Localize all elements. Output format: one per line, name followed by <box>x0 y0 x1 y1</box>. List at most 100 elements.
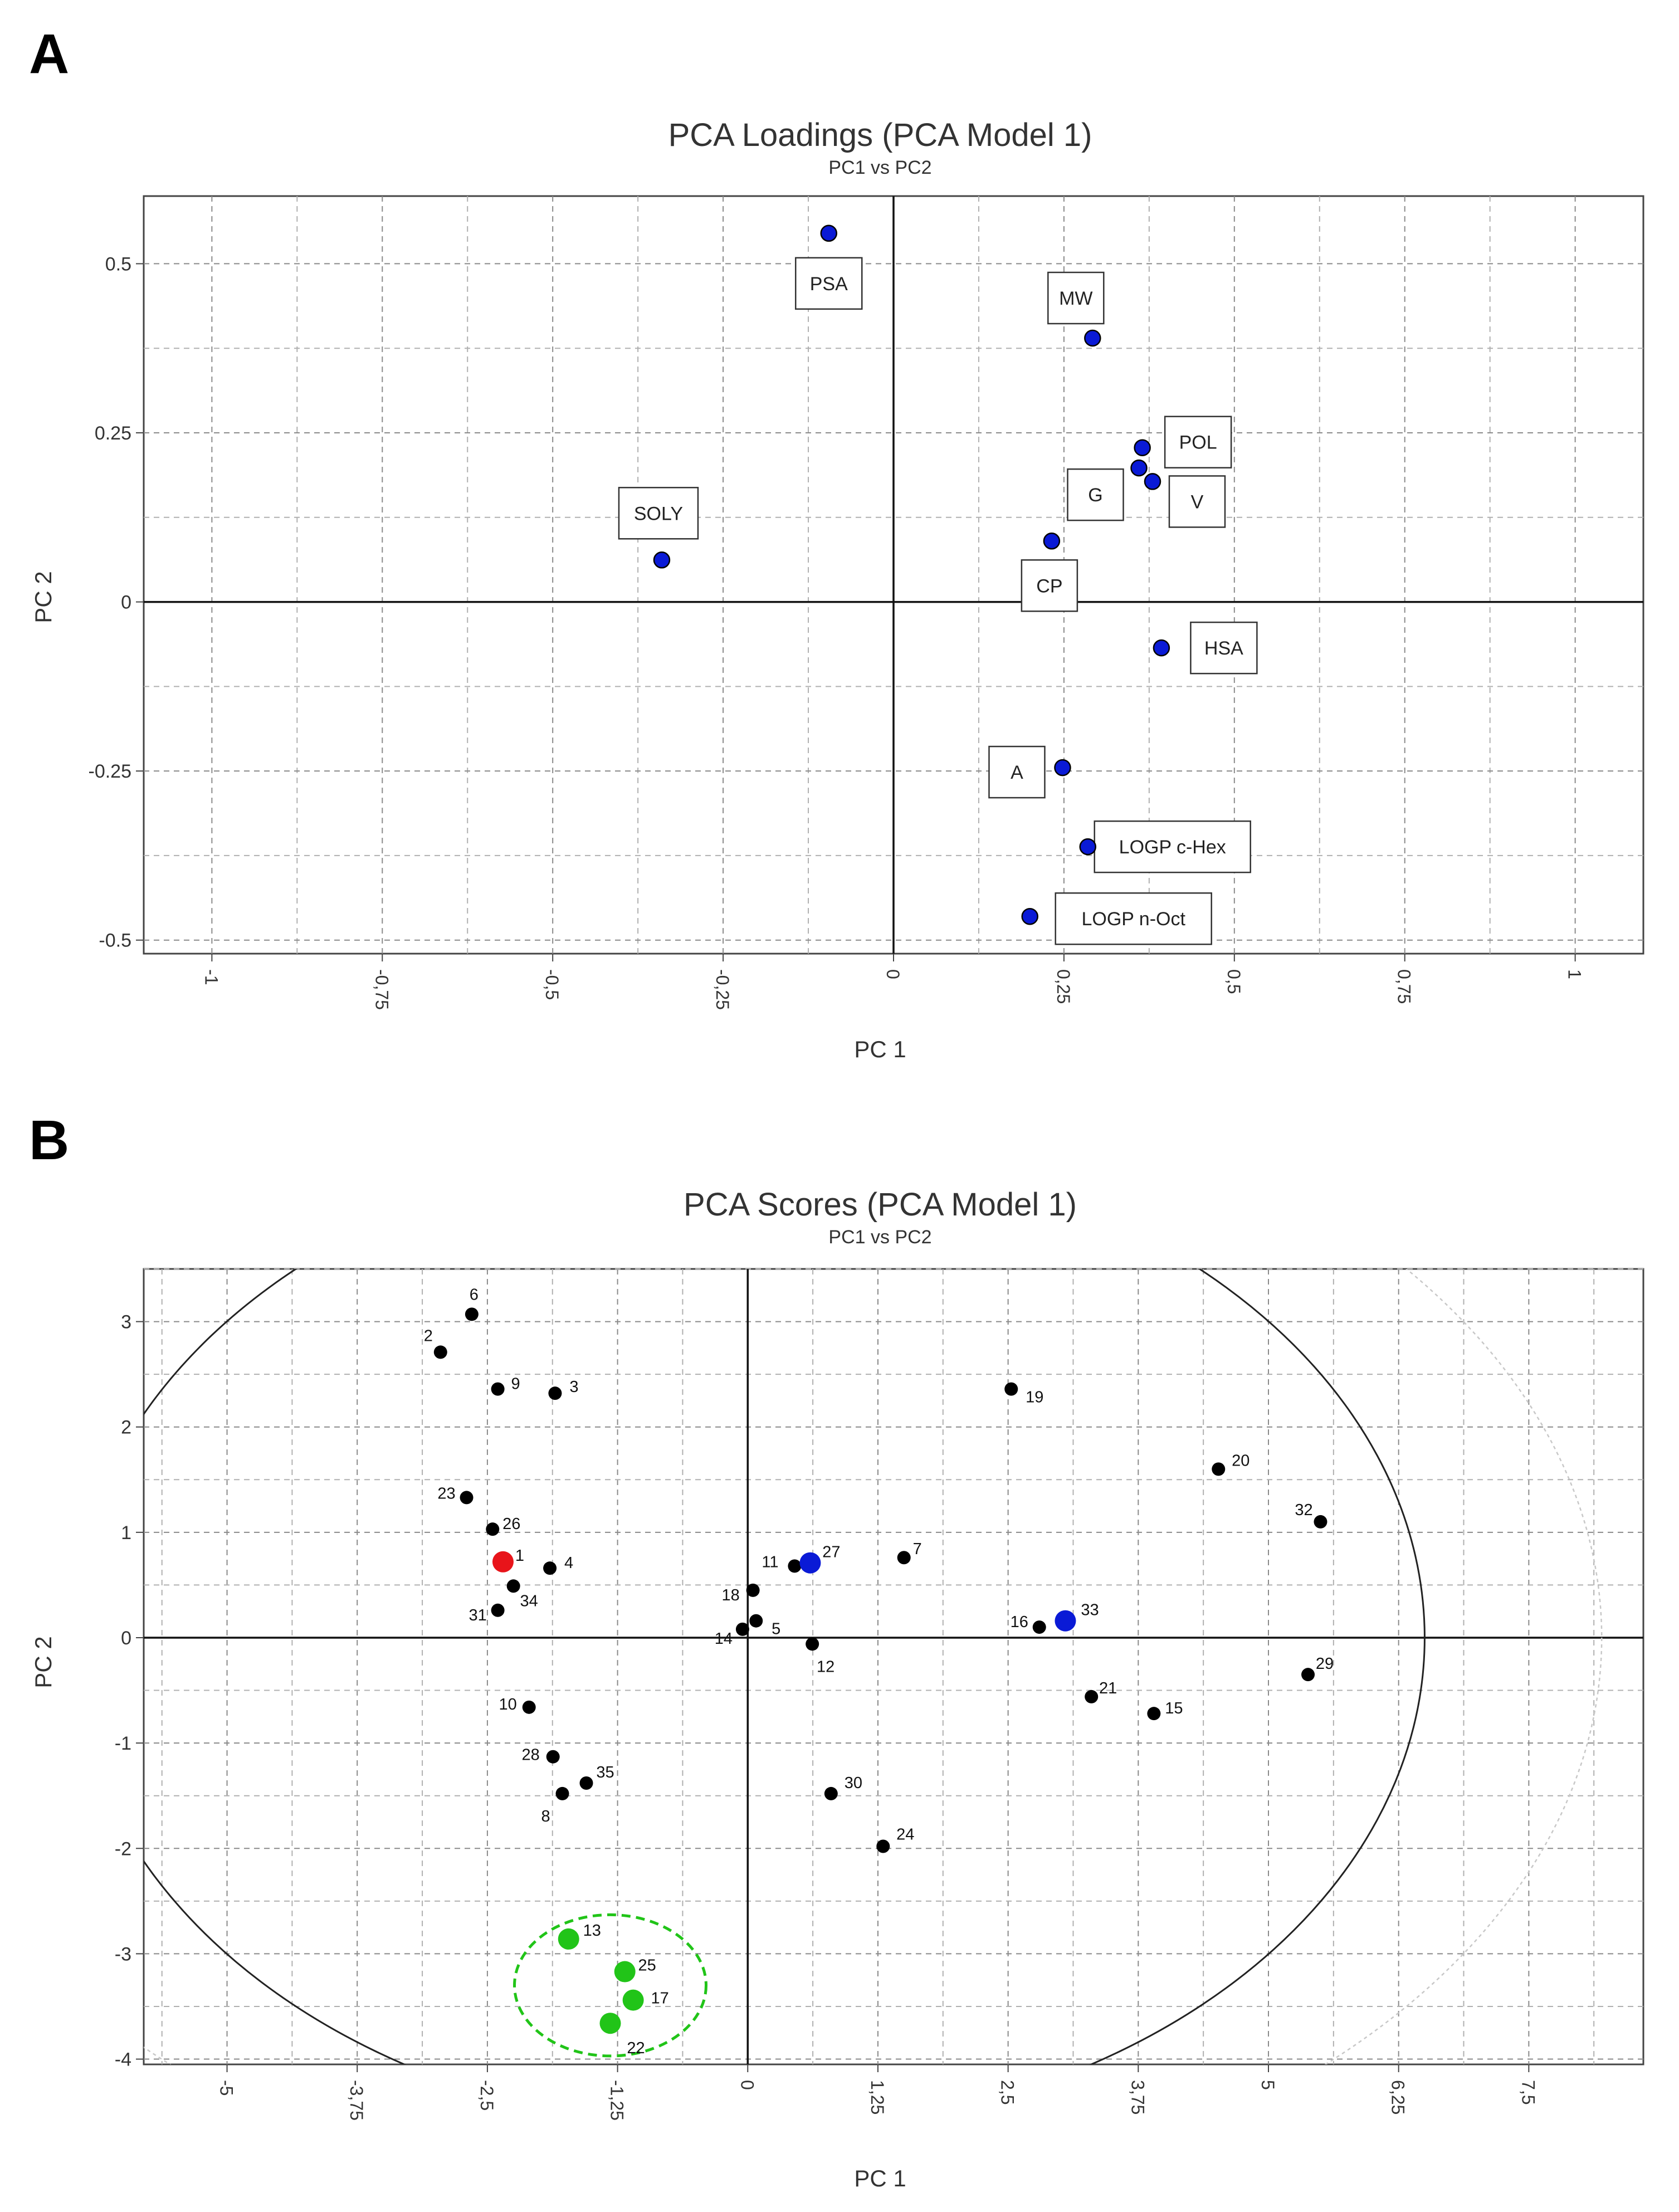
loading-label-box <box>1168 475 1226 528</box>
score-point-label: 2 <box>424 1327 433 1345</box>
score-point <box>558 1928 579 1950</box>
loading-point <box>1144 473 1161 490</box>
score-point <box>1085 1689 1099 1703</box>
loading-label: G <box>1088 485 1102 506</box>
score-point <box>460 1491 474 1505</box>
loadings-x-tick-label: 0,25 <box>1053 969 1073 1004</box>
scores-y-label: PC 2 <box>30 1636 56 1688</box>
score-point-label: 14 <box>715 1630 733 1648</box>
score-point-label: 3 <box>569 1378 578 1396</box>
score-point-label: 33 <box>1081 1601 1099 1619</box>
loading-point <box>1130 459 1148 477</box>
loading-label-box <box>1094 820 1251 873</box>
scores-x-tick-label: 1,25 <box>867 2080 887 2115</box>
loading-label-box <box>1055 892 1212 945</box>
loading-label: LOGP c-Hex <box>1119 837 1226 858</box>
scores-x-tick-label: 5 <box>1258 2080 1278 2090</box>
loading-label-box <box>1164 416 1232 468</box>
loading-label-box <box>618 487 699 540</box>
loading-label-box <box>795 257 863 310</box>
score-point <box>465 1307 479 1321</box>
score-point <box>543 1561 557 1575</box>
loading-label: A <box>1011 762 1023 783</box>
score-point <box>876 1839 890 1853</box>
score-point-label: 12 <box>817 1658 834 1676</box>
score-point-label: 13 <box>583 1922 601 1940</box>
score-point-label: 17 <box>651 1990 669 2008</box>
loading-label: SOLY <box>634 503 683 524</box>
scores-x-tick-label: 7,5 <box>1518 2080 1538 2104</box>
loadings-x-tick-label: 0 <box>883 969 903 979</box>
score-point <box>555 1786 569 1800</box>
scores-x-tick-label: -1,25 <box>607 2080 627 2121</box>
loadings-y-tick-label: 0.5 <box>105 253 131 275</box>
scores-y-tick-label: 2 <box>121 1417 131 1438</box>
loadings-y-tick-label: 0.25 <box>95 423 131 444</box>
score-point <box>546 1750 560 1764</box>
score-point <box>548 1386 562 1400</box>
loadings-y-tick-label: 0 <box>121 592 131 613</box>
score-point-label: 7 <box>913 1540 922 1558</box>
loadings-y-tick-label: -0.25 <box>89 761 132 782</box>
panel-letter-a: A <box>29 23 70 85</box>
score-point-label: 18 <box>721 1586 739 1604</box>
score-point-label: 1 <box>515 1547 524 1565</box>
score-point <box>799 1552 821 1574</box>
score-point <box>1147 1707 1161 1721</box>
score-point <box>1055 1610 1076 1632</box>
loadings-x-tick-label: 0,75 <box>1394 969 1414 1004</box>
scores-x-tick-label: 3,75 <box>1128 2080 1148 2115</box>
loading-point <box>1043 533 1061 550</box>
score-point <box>506 1579 520 1593</box>
loading-label: HSA <box>1204 638 1243 659</box>
scores-x-label: PC 1 <box>854 2165 906 2191</box>
loading-point <box>1084 329 1101 347</box>
loading-label-box <box>1021 559 1078 612</box>
score-point-label: 28 <box>522 1746 540 1764</box>
scores-y-tick-label: 0 <box>121 1628 131 1649</box>
score-point-label: 10 <box>499 1696 517 1713</box>
loading-label-box <box>1190 621 1258 675</box>
score-point-label: 29 <box>1316 1655 1334 1673</box>
loading-point <box>1021 907 1038 925</box>
score-point <box>579 1776 593 1790</box>
score-point-label: 31 <box>468 1606 486 1624</box>
score-point <box>1032 1620 1046 1634</box>
scores-y-tick-label: -4 <box>115 2049 131 2071</box>
loading-point <box>1134 439 1151 456</box>
loading-label: LOGP n-Oct <box>1082 909 1186 930</box>
score-point-label: 34 <box>520 1592 538 1610</box>
score-point-label: 9 <box>511 1375 520 1393</box>
green-cluster-circle <box>513 1913 707 2058</box>
scores-x-tick-label: -2,5 <box>477 2080 497 2111</box>
score-point-label: 26 <box>502 1515 520 1533</box>
scores-subtitle: PC1 vs PC2 <box>828 1227 931 1248</box>
scores-y-tick-label: 1 <box>121 1522 131 1544</box>
score-point-label: 22 <box>627 2039 645 2057</box>
loadings-y-label: PC 2 <box>30 571 56 623</box>
scores-x-tick-label: 0 <box>737 2080 757 2090</box>
score-point-label: 16 <box>1011 1613 1028 1631</box>
score-point <box>491 1382 505 1396</box>
loading-label: PSA <box>810 274 848 295</box>
score-point <box>746 1583 760 1597</box>
loading-point <box>1079 838 1096 856</box>
loading-label: V <box>1191 491 1204 512</box>
scores-y-tick-label: -3 <box>115 1944 131 1965</box>
score-point <box>433 1345 447 1359</box>
score-point-label: 5 <box>772 1620 780 1638</box>
loadings-subtitle: PC1 vs PC2 <box>828 157 931 178</box>
score-point <box>735 1622 749 1636</box>
loading-label-box <box>988 745 1046 799</box>
score-point <box>824 1786 838 1800</box>
loading-point <box>1054 759 1071 777</box>
outer-confidence-ellipse <box>144 1269 1603 2064</box>
scores-y-tick-label: 3 <box>121 1312 131 1333</box>
loading-label: CP <box>1036 575 1062 597</box>
score-point <box>1314 1515 1327 1529</box>
score-point <box>806 1637 819 1651</box>
score-point-label: 11 <box>762 1553 778 1571</box>
loadings-x-tick-label: 0,5 <box>1224 969 1244 994</box>
loadings-title: PCA Loadings (PCA Model 1) <box>668 117 1092 153</box>
